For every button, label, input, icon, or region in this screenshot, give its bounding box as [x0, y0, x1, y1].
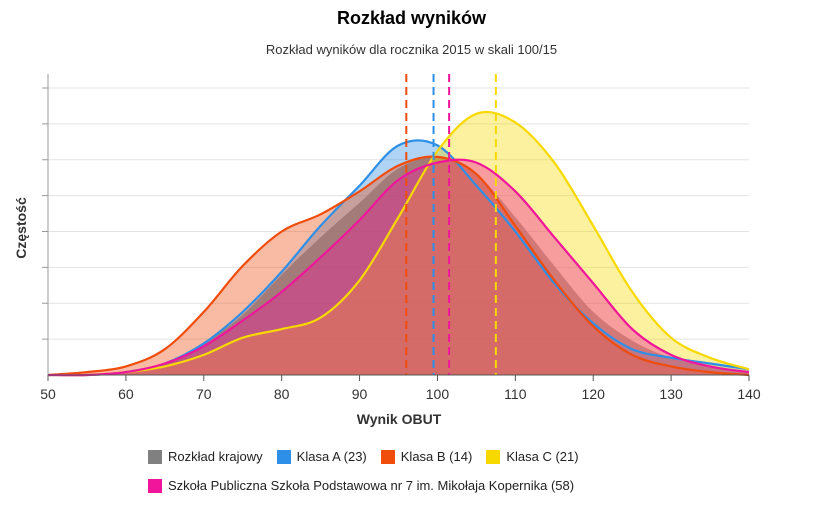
- legend-swatch: [148, 449, 162, 464]
- legend-label: Szkoła Publiczna Szkoła Podstawowa nr 7 …: [168, 478, 575, 493]
- series-line-4: [47, 158, 750, 377]
- series-area-4: [48, 159, 749, 376]
- mean-lines: [405, 74, 497, 375]
- legend-item[interactable]: Klasa A (23): [276, 449, 367, 464]
- series-area-2: [48, 156, 749, 375]
- x-tick-label: 120: [582, 386, 606, 402]
- x-tick-label: 130: [659, 386, 683, 402]
- chart-plot: 50 60 70 80 90 100 110 120 130 140 Wynik OBUT Czę…: [13, 74, 761, 427]
- series-areas: [48, 111, 749, 376]
- legend-label: Klasa A (23): [296, 449, 367, 464]
- legend-item[interactable]: Rozkład krajowy: [148, 449, 263, 464]
- x-tick-label: 90: [352, 386, 368, 402]
- axes: 50 60 70 80 90 100 110 120 130 140: [40, 74, 761, 402]
- series-line-2: [47, 155, 750, 377]
- legend-item[interactable]: Klasa C (21): [486, 449, 579, 464]
- legend-item[interactable]: Szkoła Publiczna Szkoła Podstawowa nr 7 …: [148, 478, 574, 493]
- legend-swatch: [276, 449, 291, 464]
- series-area-0: [48, 156, 749, 376]
- legend-swatch: [486, 449, 501, 464]
- legend-row: Szkoła Publiczna Szkoła Podstawowa nr 7 …: [148, 478, 588, 493]
- chart-subtitle: Rozkład wyników dla rocznika 2015 w skal…: [265, 42, 558, 57]
- legend-swatch: [380, 449, 395, 464]
- series-area-1: [48, 140, 749, 376]
- grid: [48, 87, 749, 340]
- x-tick-label: 50: [40, 386, 56, 402]
- x-axis-label: Wynik OBUT: [357, 411, 442, 427]
- y-axis-label: Częstość: [13, 197, 29, 259]
- legend-label: Klasa C (21): [506, 449, 579, 464]
- x-tick-label: 100: [426, 386, 450, 402]
- x-tick-label: 110: [504, 386, 527, 402]
- x-tick-label: 140: [737, 386, 761, 402]
- chart-title: Rozkład wyników: [336, 8, 487, 28]
- x-tick-label: 80: [274, 386, 290, 402]
- x-tick-label: 60: [118, 386, 134, 402]
- legend-label: Klasa B (14): [400, 449, 473, 464]
- legend-row: Rozkład krajowy Klasa A (23) Klasa B (14) K…: [148, 449, 593, 464]
- series-lines: [47, 110, 750, 377]
- series-line-3: [47, 110, 750, 377]
- legend-label: Rozkład krajowy: [168, 449, 263, 464]
- series-area-3: [48, 111, 749, 376]
- legend-item[interactable]: Klasa B (14): [380, 449, 473, 464]
- x-tick-label: 70: [196, 386, 212, 402]
- legend-swatch: [148, 478, 162, 493]
